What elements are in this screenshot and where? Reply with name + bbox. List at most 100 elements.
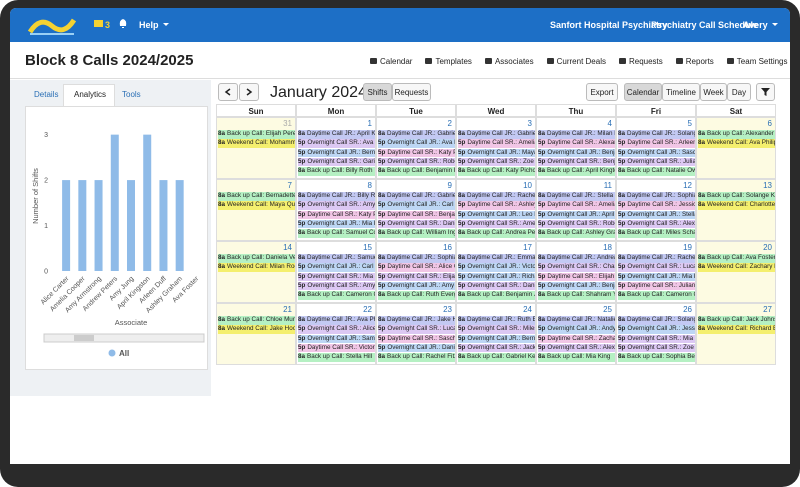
- action-link[interactable]: Calendar: [370, 57, 412, 66]
- day-cell[interactable]: 1 8a Daytime Call JR.: April Kin 5p Overnigh…: [296, 117, 376, 179]
- day-cell[interactable]: 18 8a Daytime Call JR.: Andrea I 5p Overnigh…: [536, 241, 616, 303]
- shift-event[interactable]: 5p Overnight Call JR.: Carl St: [378, 201, 455, 210]
- shift-event[interactable]: 8a Back up Call: Billy Roth: [298, 167, 375, 176]
- shift-event[interactable]: 5p Daytime Call SR.: Sascha: [378, 334, 455, 344]
- shift-event[interactable]: 8a Back up Call: Chloe Murpl: [218, 316, 295, 325]
- shift-event[interactable]: 5p Overnight Call JR.: Ava Fo: [378, 139, 455, 148]
- shift-event[interactable]: 5p Daytime Call SR.: Arleen: [618, 139, 695, 148]
- shift-event[interactable]: 8a Daytime Call JR.: Solange: [618, 316, 695, 325]
- shift-event[interactable]: 5p Daytime Call SR.: Julian: [618, 281, 695, 291]
- shift-event[interactable]: 8a Daytime Call JR.: Ava Phill: [298, 316, 375, 325]
- day-cell[interactable]: 9 8a Daytime Call JR.: Gabriel I 5p Overnigh…: [376, 179, 456, 241]
- shift-event[interactable]: 8a Daytime Call JR.: Stella Hi: [538, 192, 615, 201]
- shift-event[interactable]: 5p Overnight Call SR.: Robert: [538, 219, 615, 229]
- shift-event[interactable]: 5p Overnight Call JR.: Carl St: [298, 263, 375, 272]
- shift-event[interactable]: 8a Back up Call: Ashley Grah: [538, 229, 615, 238]
- shift-event[interactable]: 8a Back up Call: Benjamin Jol: [458, 291, 535, 300]
- day-cell[interactable]: 17 8a Daytime Call JR.: Emma D 5p Overnight …: [456, 241, 536, 303]
- shift-event[interactable]: 5p Daytime Call SR.: Alice C: [378, 263, 455, 272]
- shift-event[interactable]: 5p Daytime Call SR.: Amelia: [458, 139, 535, 148]
- view-button[interactable]: Calendar: [624, 83, 662, 101]
- side-tab[interactable]: Details: [34, 90, 59, 99]
- shift-event[interactable]: 8a Back up Call: Benjamin Pa: [378, 167, 455, 176]
- help-menu[interactable]: Help: [139, 20, 169, 30]
- mail-icon[interactable]: [94, 20, 103, 27]
- day-cell[interactable]: 11 8a Daytime Call JR.: Stella Hi 5p Daytime…: [536, 179, 616, 241]
- action-link[interactable]: Requests: [619, 57, 663, 66]
- day-cell[interactable]: 21 8a Back up Call: Chloe Murpl 8a Weekend C…: [216, 303, 296, 365]
- action-link[interactable]: Templates: [425, 57, 471, 66]
- shift-event[interactable]: 5p Overnight Call SR.: Julian: [618, 157, 695, 167]
- shift-event[interactable]: 8a Daytime Call JR.: Emma D: [458, 254, 535, 263]
- shift-event[interactable]: 8a Back up Call: Cameron Ca: [298, 291, 375, 300]
- shift-event[interactable]: 5p Overnight Call JR.: Victori: [458, 263, 535, 272]
- export-button[interactable]: Export: [586, 83, 618, 101]
- shift-event[interactable]: 8a Daytime Call JR.: Billy Rot: [298, 192, 375, 201]
- shift-event[interactable]: 8a Back up Call: Ava Foster: [698, 254, 775, 263]
- shift-event[interactable]: 5p Daytime Call SR.: Victori: [298, 343, 375, 353]
- unread-count[interactable]: 3: [105, 20, 111, 30]
- shift-event[interactable]: 5p Daytime Call SR.: Benjam: [378, 210, 455, 220]
- shift-event[interactable]: 8a Back up Call: Samuel Colli: [298, 229, 375, 238]
- side-tab[interactable]: Analytics: [74, 90, 107, 99]
- shift-event[interactable]: 8a Back up Call: Rachel Fitzp: [378, 353, 455, 362]
- toggle-button[interactable]: Shifts: [363, 83, 392, 101]
- shift-event[interactable]: 8a Back up Call: Cameron Ca: [618, 291, 695, 300]
- shift-event[interactable]: 8a Back up Call: Stella Hill: [298, 353, 375, 362]
- shift-event[interactable]: 8a Back up Call: Mia King: [538, 353, 615, 362]
- shift-event[interactable]: 5p Daytime Call SR.: Katy Pic: [298, 210, 375, 220]
- view-button[interactable]: Day: [727, 83, 751, 101]
- shift-event[interactable]: 8a Weekend Call: Ava Philipp: [698, 139, 775, 148]
- next-button[interactable]: [239, 83, 259, 101]
- day-cell[interactable]: 31 8a Back up Call: Elijah Perez 8a Weekend …: [216, 117, 296, 179]
- shift-event[interactable]: 8a Back up Call: Andrea Pete: [458, 229, 535, 238]
- shift-event[interactable]: 5p Daytime Call SR.: Jessica: [618, 201, 695, 210]
- shift-event[interactable]: 8a Weekend Call: Maya Quin: [218, 201, 295, 210]
- day-cell[interactable]: 8 8a Daytime Call JR.: Billy Rot 5p Overnigh…: [296, 179, 376, 241]
- view-button[interactable]: Timeline: [662, 83, 700, 101]
- action-link[interactable]: Team Settings: [727, 57, 788, 66]
- toggle-button[interactable]: Requests: [392, 83, 431, 101]
- day-cell[interactable]: 26 8a Daytime Call JR.: Solange 5p Overnight…: [616, 303, 696, 365]
- shift-event[interactable]: 8a Daytime Call JR.: Solange: [618, 130, 695, 139]
- shift-event[interactable]: 5p Overnight Call SR.: Daniel: [458, 281, 535, 291]
- prev-button[interactable]: [218, 83, 238, 101]
- day-cell[interactable]: 22 8a Daytime Call JR.: Ava Phill 5p Overnig…: [296, 303, 376, 365]
- shift-event[interactable]: 5p Overnight Call SR.: Charlo: [538, 263, 615, 272]
- action-link[interactable]: Current Deals: [547, 57, 606, 66]
- shift-event[interactable]: 5p Overnight Call JR.: Amy A: [378, 281, 455, 291]
- day-cell[interactable]: 5 8a Daytime Call JR.: Solange 5p Daytime Ca…: [616, 117, 696, 179]
- shift-event[interactable]: 5p Overnight Call SR.: Daniel: [378, 219, 455, 229]
- logo[interactable]: [28, 14, 76, 36]
- schedule-name[interactable]: Psychiatry Call Schedule: [651, 20, 759, 30]
